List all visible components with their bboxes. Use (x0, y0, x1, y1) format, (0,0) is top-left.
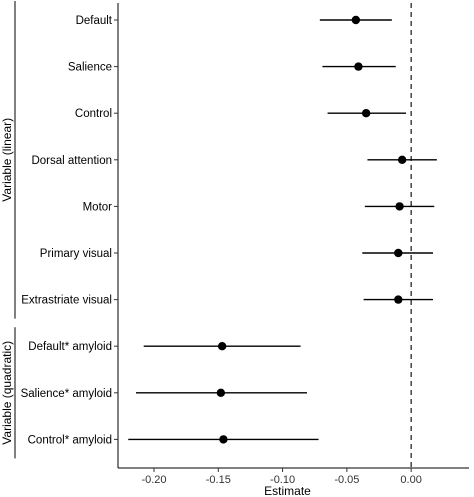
category-label: Default (76, 15, 113, 27)
point-estimate (394, 248, 403, 258)
point-estimate (351, 15, 361, 25)
x-tick-label: -0.20 (141, 474, 166, 486)
category-label: Dorsal attention (31, 155, 112, 167)
category-label: Control* amyloid (28, 434, 112, 446)
x-tick-label: 0.00 (400, 474, 421, 486)
point-estimate (354, 62, 363, 71)
x-axis-title: Estimate (264, 484, 311, 497)
category-label: Extrastriate visual (21, 295, 112, 307)
point-estimate (219, 435, 228, 444)
category-label: Control (75, 108, 112, 120)
point-estimate (217, 342, 227, 351)
x-tick-label: -0.10 (270, 474, 295, 486)
group-title: Variable (quadratic) (0, 341, 14, 445)
group-title: Variable (linear) (0, 118, 14, 202)
point-estimate (394, 295, 403, 304)
category-label: Primary visual (40, 248, 112, 260)
x-tick-label: -0.05 (334, 474, 359, 486)
x-tick-label: -0.15 (206, 474, 231, 486)
category-label: Salience* amyloid (21, 388, 112, 400)
category-label: Salience (68, 62, 112, 74)
point-estimate (395, 202, 404, 211)
category-label: Default* amyloid (28, 341, 112, 353)
point-estimate (361, 109, 371, 118)
point-estimate (216, 388, 226, 397)
category-label: Motor (83, 201, 113, 213)
point-estimate (397, 155, 407, 164)
